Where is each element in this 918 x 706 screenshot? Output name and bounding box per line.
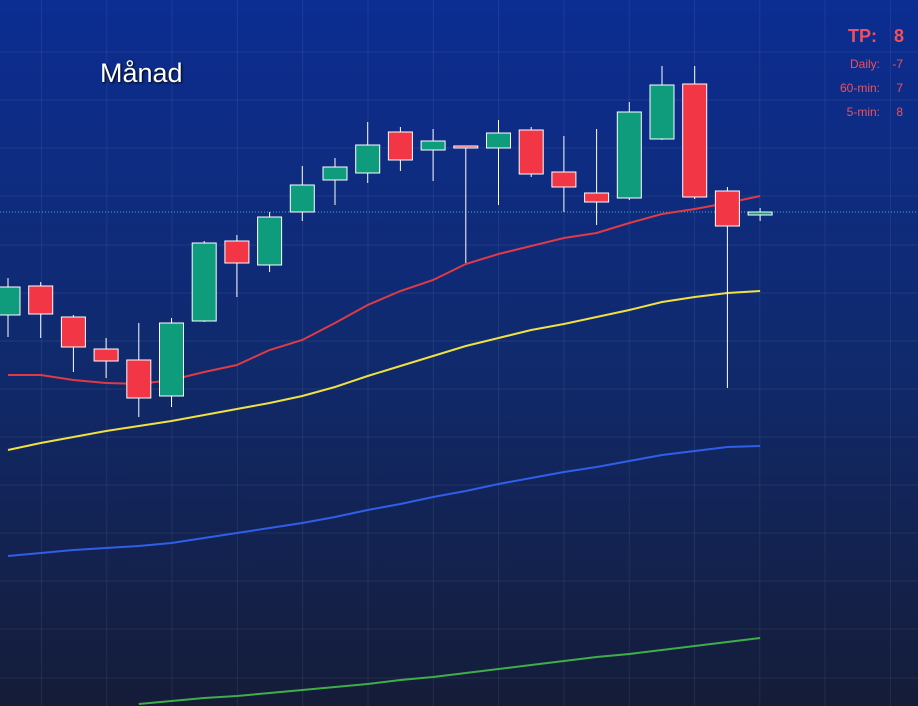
- candle-body: [224, 240, 250, 264]
- candle-body: [60, 316, 86, 348]
- candle-body: [289, 184, 315, 213]
- signal-row-label: 5-min:: [847, 105, 880, 119]
- candle-body: [551, 171, 577, 188]
- candle-body: [649, 84, 675, 140]
- signal-row-label: 60-min:: [840, 81, 880, 95]
- signal-row-value: -7: [892, 57, 903, 71]
- candle-body: [191, 242, 217, 322]
- candle-body: [387, 131, 413, 161]
- candle-body: [682, 83, 708, 198]
- candle-body: [126, 359, 152, 399]
- signal-row-value: 7: [896, 81, 903, 95]
- candle-body: [28, 285, 54, 315]
- moving-average-line: [7, 290, 761, 451]
- signal-row-value: 8: [896, 105, 903, 119]
- candle-body: [616, 111, 642, 199]
- candle-body: [584, 192, 610, 203]
- candle-body: [486, 132, 511, 149]
- candle-body: [453, 145, 479, 149]
- signal-row-label: Daily:: [850, 57, 880, 71]
- candle-body: [93, 348, 119, 362]
- chart-title: Månad: [100, 58, 183, 88]
- moving-average-line: [138, 637, 761, 705]
- candle-body: [322, 166, 348, 181]
- candle-body: [420, 140, 446, 151]
- moving-average-line: [7, 445, 761, 557]
- candle-body: [0, 286, 21, 316]
- candle-body: [714, 190, 740, 227]
- candle-body: [355, 144, 381, 174]
- signal-label: TP:: [848, 26, 877, 46]
- signal-value: 8: [894, 26, 904, 46]
- candle-body: [159, 322, 184, 397]
- candle-body: [257, 216, 283, 266]
- candle-body: [518, 129, 544, 175]
- candle-body: [747, 211, 773, 216]
